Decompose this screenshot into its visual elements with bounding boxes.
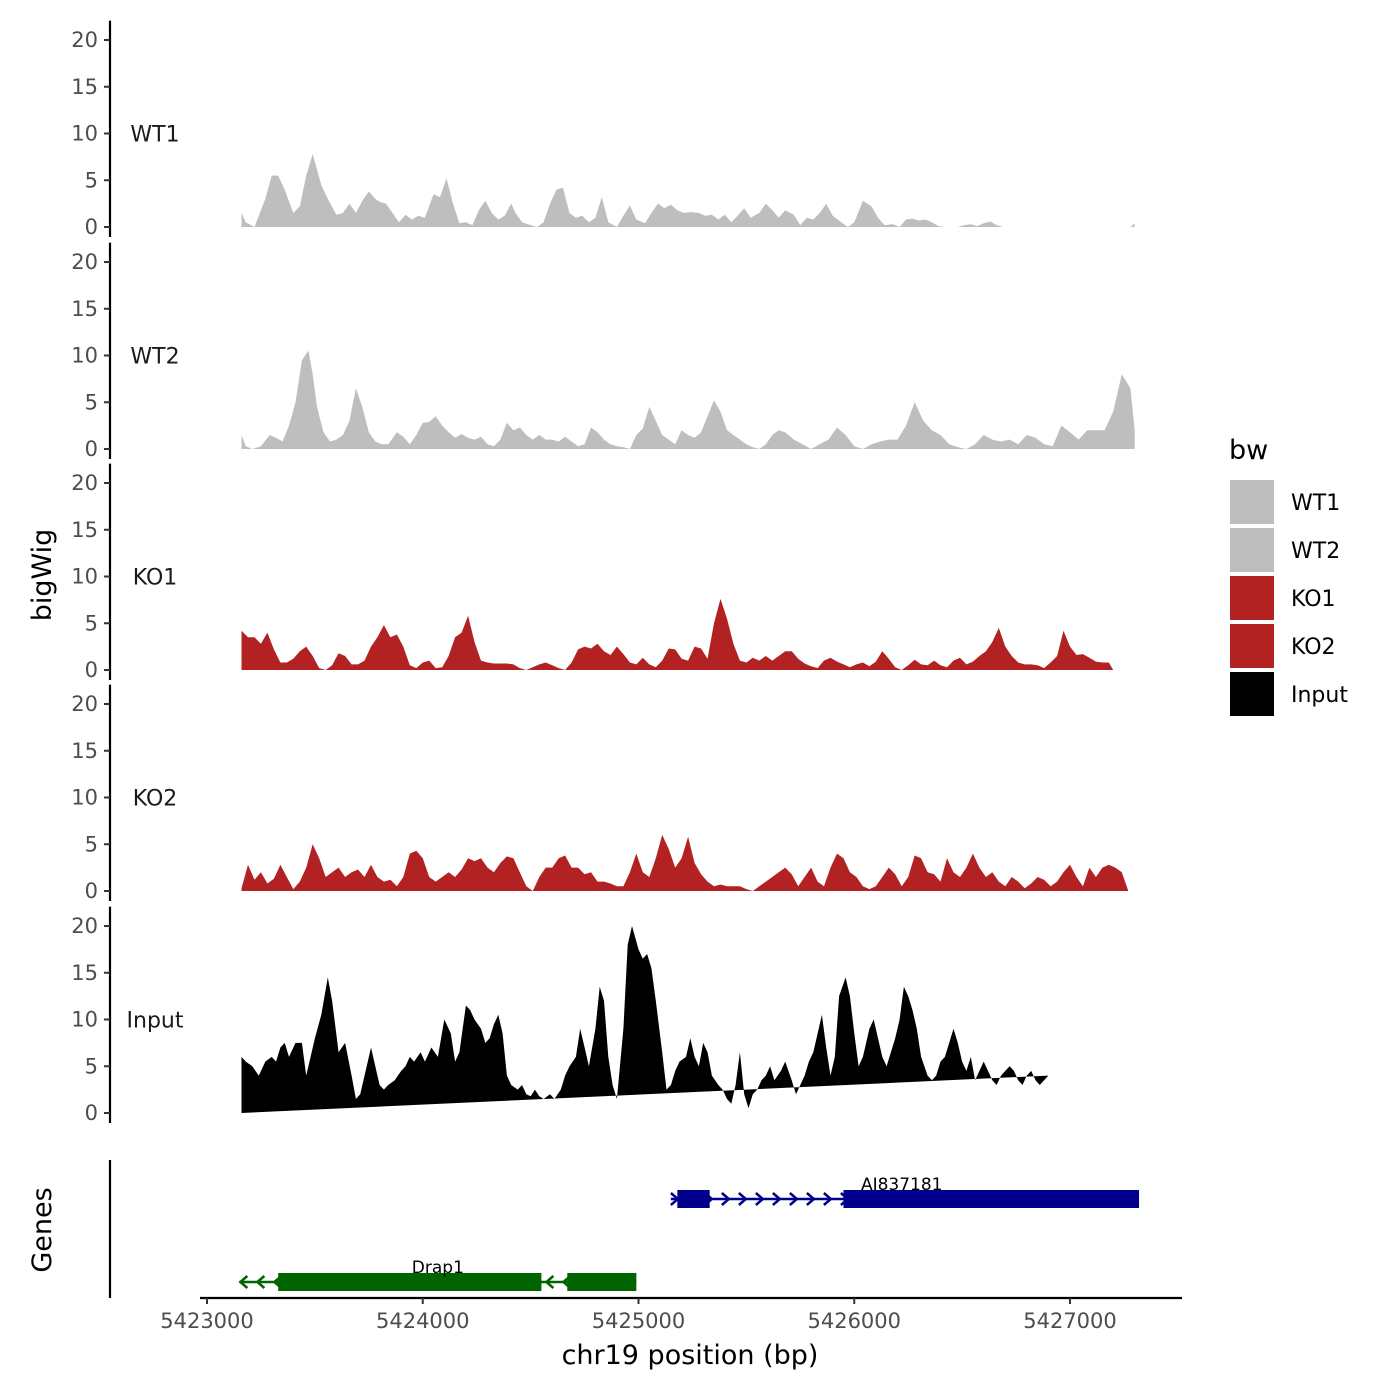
genes-layer: AI837181 Drap1 [108,1160,1140,1298]
legend-label-ko2: KO2 [1291,635,1336,660]
track-label-ko1: KO1 [133,566,178,591]
strand-chevron-drap1 [544,1275,555,1289]
legend-swatch-wt1 [1230,480,1274,524]
y-tick-label-wt1-5: 5 [85,168,98,192]
track-label-wt2: WT2 [130,345,179,370]
track-label-wt1: WT1 [130,123,179,148]
y-tick-label-input-5: 5 [85,1054,98,1078]
y-tick-label-ko2-20: 20 [71,692,98,716]
y-tick-label-input-20: 20 [71,914,98,938]
gene-ai837181: AI837181 [670,1175,1140,1208]
gene-label-drap1: Drap1 [412,1258,464,1278]
legend-title: bw [1229,435,1268,466]
x-tick-label-5425000: 5425000 [592,1309,686,1333]
coverage-area-input [241,926,1049,1113]
strand-chevron-drap1 [238,1275,249,1289]
track-ko1: 0 5 10 15 20 KO1 [71,463,1114,682]
y-tick-label-ko2-5: 5 [85,832,98,856]
coverage-area-ko1 [241,598,1114,670]
strand-chevron-ai837181 [755,1192,765,1206]
y-tick-label-wt1-15: 15 [71,75,98,99]
y-tick-label-wt1-0: 0 [85,215,98,239]
x-tick-label-5427000: 5427000 [1023,1309,1117,1333]
tracks-layer: 0 5 10 15 20 WT1 0 5 10 15 20 WT2 0 5 10 15 20 KO1 0 5 10 15 2… [71,20,1135,1125]
y-tick-label-wt2-15: 15 [71,297,98,321]
y-tick-label-wt2-5: 5 [85,390,98,414]
y-tick-label-wt2-0: 0 [85,437,98,461]
y-tick-label-wt1-10: 10 [71,122,98,146]
legend-swatch-ko2 [1230,624,1274,668]
x-tick-label-5426000: 5426000 [807,1309,901,1333]
y-tick-label-ko2-15: 15 [71,739,98,763]
legend: bw WT1 WT2 KO1 KO2 Input [1229,435,1348,716]
legend-swatch-input [1230,672,1274,716]
legend-label-ko1: KO1 [1291,587,1336,612]
legend-swatch-wt2 [1230,528,1274,572]
strand-chevron-ai837181 [823,1192,833,1206]
x-axis: 5423000 5424000 5425000 5426000 5427000 [160,1296,1182,1333]
y-tick-label-ko2-0: 0 [85,879,98,903]
y-tick-label-wt1-20: 20 [71,28,98,52]
track-ko2: 0 5 10 15 20 KO2 [71,684,1129,903]
track-wt1: 0 5 10 15 20 WT1 [71,20,1135,239]
legend-label-wt1: WT1 [1291,491,1340,516]
coverage-area-wt1 [241,154,1135,227]
y-tick-label-input-15: 15 [71,961,98,985]
track-label-ko2: KO2 [133,787,178,812]
track-wt2: 0 5 10 15 20 WT2 [71,242,1135,461]
legend-label-input: Input [1291,683,1348,708]
gene-exon-ai837181-2 [843,1190,1140,1208]
y-tick-label-ko1-20: 20 [71,471,98,495]
y-tick-label-input-0: 0 [85,1101,98,1125]
strand-chevron-ai837181 [721,1192,731,1206]
y-tick-label-ko1-0: 0 [85,658,98,682]
gene-exon-drap1-2 [567,1273,637,1291]
gene-label-ai837181: AI837181 [861,1175,943,1195]
gene-exon-drap1-1 [278,1273,542,1291]
track-label-input: Input [127,1009,184,1034]
x-axis-title: chr19 position (bp) [562,1340,819,1371]
y-tick-label-ko1-15: 15 [71,518,98,542]
strand-chevron-ai837181 [806,1192,816,1206]
x-tick-label-5424000: 5424000 [376,1309,470,1333]
strand-chevron-ai837181 [738,1192,748,1206]
y-tick-label-ko1-5: 5 [85,611,98,635]
y-tick-label-wt2-20: 20 [71,250,98,274]
y-tick-label-input-10: 10 [71,1008,98,1032]
strand-chevron-ai837181 [789,1192,799,1206]
y-tick-label-ko2-10: 10 [71,786,98,810]
gene-drap1: Drap1 [238,1258,637,1291]
gene-exon-ai837181-1 [677,1190,710,1208]
coverage-area-ko2 [241,834,1129,891]
y-axis-title-bigwig: bigWig [27,529,58,622]
track-input: 0 5 10 15 20 Input [71,906,1049,1125]
y-axis-title-genes: Genes [27,1187,58,1272]
strand-chevron-ai837181 [772,1192,782,1206]
strand-chevron-drap1 [255,1275,266,1289]
coverage-area-wt2 [241,350,1135,449]
y-tick-label-wt2-10: 10 [71,344,98,368]
legend-swatch-ko1 [1230,576,1274,620]
legend-label-wt2: WT2 [1291,539,1340,564]
y-tick-label-ko1-10: 10 [71,565,98,589]
x-tick-label-5423000: 5423000 [160,1309,254,1333]
